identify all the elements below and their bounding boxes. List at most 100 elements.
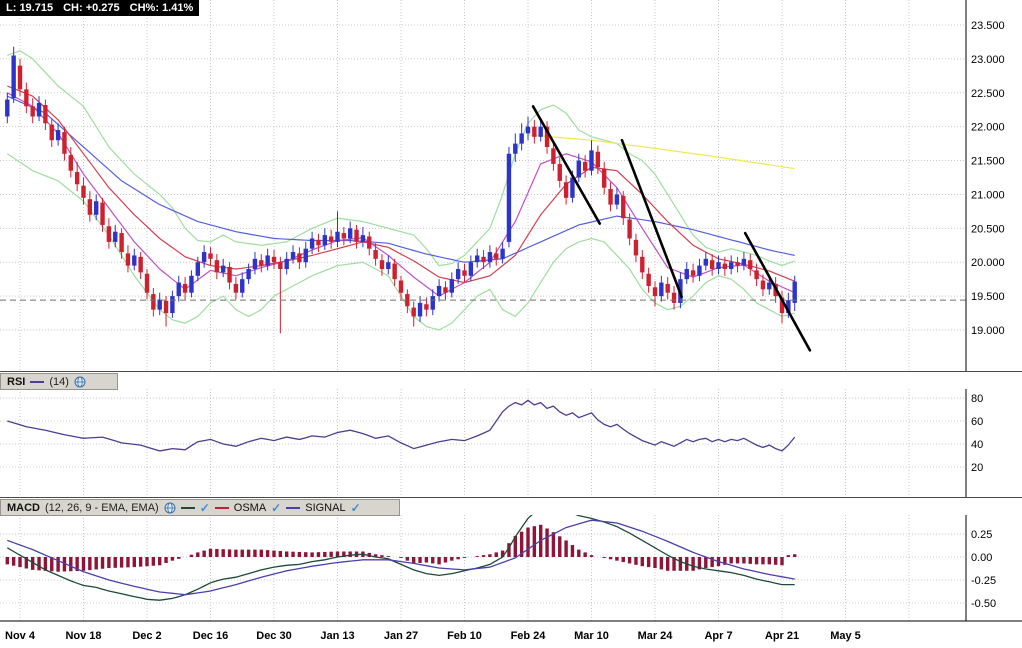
osma-bar — [291, 551, 295, 557]
price-axis-label: 19.000 — [971, 325, 1005, 337]
candle — [189, 275, 194, 293]
macd-title: MACD — [7, 501, 40, 514]
osma-bar — [653, 557, 657, 569]
candle — [570, 177, 575, 198]
candle — [519, 133, 524, 144]
globe-icon[interactable] — [164, 502, 176, 514]
date-axis-label: Mar 10 — [574, 630, 609, 642]
candle — [551, 148, 556, 164]
osma-bar — [602, 557, 606, 558]
axis-labels: 23.500 23.000 22.500 22.000 21.500 21.000 20.5… — [5, 20, 1005, 642]
candle — [94, 201, 99, 215]
osma-bar — [761, 557, 765, 565]
osma-bar — [793, 554, 797, 557]
osma-bar — [723, 557, 727, 565]
osma-bar — [196, 552, 200, 557]
macd-params: (12, 26, 9 - EMA, EMA) — [45, 501, 159, 514]
osma-bar — [627, 557, 632, 564]
osma-bar — [113, 557, 117, 568]
osma-bar — [386, 556, 390, 557]
osma-bar — [323, 551, 327, 557]
osma-bar — [462, 557, 467, 558]
osma-bar — [259, 549, 263, 557]
candle — [729, 262, 734, 269]
change-percent-label: CH%: 1.41% — [129, 2, 194, 14]
osma-bar — [545, 528, 549, 557]
candle — [36, 102, 42, 117]
candle — [703, 258, 708, 266]
candle — [62, 132, 67, 154]
osma-bar — [272, 550, 276, 557]
candle — [265, 255, 270, 266]
macd-panel[interactable] — [5, 505, 797, 601]
osma-bar — [615, 557, 619, 561]
rsi-panel[interactable] — [7, 399, 796, 452]
candle — [392, 263, 397, 280]
candle — [125, 253, 131, 266]
date-axis-label: Jan 13 — [320, 630, 354, 642]
osma-bar — [278, 551, 283, 557]
osma-bar — [208, 548, 213, 557]
osma-check-icon[interactable]: ✓ — [271, 500, 282, 515]
osma-bar — [31, 557, 35, 570]
candle — [525, 126, 531, 134]
osma-bar — [380, 555, 384, 557]
candle — [608, 189, 613, 205]
overlay-ma_mid_red — [7, 85, 795, 284]
osma-bar — [710, 557, 714, 568]
trendline[interactable] — [743, 231, 812, 352]
osma-bar — [678, 557, 683, 571]
osma-bar — [145, 557, 149, 567]
rsi-legend-box: RSI (14) — [0, 373, 118, 390]
candle — [582, 161, 588, 171]
osma-bar — [621, 557, 625, 563]
osma-bar — [437, 557, 441, 565]
rsi-line — [7, 399, 796, 452]
candle — [494, 253, 499, 259]
trendline[interactable] — [620, 138, 683, 299]
macd-axis-label: 0.25 — [971, 529, 992, 541]
candle — [405, 294, 410, 307]
osma-bar — [450, 557, 454, 561]
candle — [671, 292, 677, 303]
candle — [214, 260, 220, 273]
candle — [709, 260, 715, 269]
candle — [119, 233, 124, 253]
osma-bar — [240, 549, 244, 557]
candle — [443, 287, 448, 293]
rsi-title: RSI — [7, 375, 26, 388]
osma-bar — [310, 552, 314, 557]
osma-bar — [551, 532, 556, 557]
macd-check-icon[interactable]: ✓ — [199, 500, 210, 515]
osma-bar — [773, 557, 778, 565]
candle — [411, 307, 416, 317]
candle — [430, 296, 435, 310]
osma-bar — [297, 551, 302, 557]
osma-bar — [475, 556, 479, 557]
signal-check-icon[interactable]: ✓ — [350, 500, 361, 515]
candle — [640, 256, 645, 273]
candle — [652, 287, 658, 297]
candle — [398, 280, 404, 293]
candle — [5, 99, 10, 117]
candle — [348, 228, 353, 239]
osma-bar — [177, 557, 181, 559]
price-panel[interactable] — [0, 46, 966, 352]
candle — [227, 266, 232, 283]
osma-bar — [119, 557, 124, 568]
rsi-params: (14) — [49, 375, 69, 388]
candle — [557, 163, 562, 181]
candle — [278, 262, 283, 269]
osma-bar — [532, 526, 537, 557]
candle — [246, 268, 251, 280]
globe-icon[interactable] — [74, 376, 86, 388]
macd-legend-box: MACD (12, 26, 9 - EMA, EMA) ✓ OSMA ✓ SIG… — [0, 499, 400, 516]
price-axis-label: 21.500 — [971, 156, 1005, 168]
osma-bar — [431, 557, 435, 564]
trendline[interactable] — [531, 105, 602, 225]
candle — [144, 273, 150, 293]
osma-bar — [405, 557, 410, 561]
osma-bar — [780, 557, 784, 566]
